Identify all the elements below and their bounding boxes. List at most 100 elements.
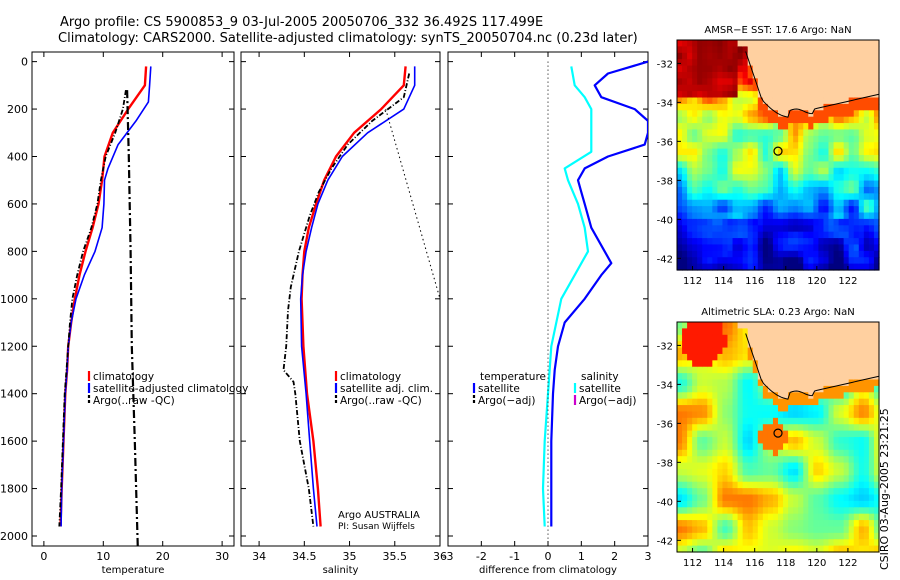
map-cell: [707, 263, 713, 271]
map-cell: [813, 65, 819, 73]
map-cell: [778, 244, 784, 252]
map-cell: [742, 539, 749, 547]
map-cell: [803, 494, 809, 502]
map-cell: [697, 199, 703, 207]
map-cell: [848, 193, 855, 201]
map-cell: [727, 244, 734, 252]
map-cell: [778, 97, 784, 105]
map-cell: [762, 539, 769, 547]
map-cell: [742, 488, 749, 496]
map-cell: [737, 231, 744, 239]
map-cell: [848, 148, 855, 156]
x-tick-label: 0: [40, 550, 47, 563]
map-cell: [712, 97, 718, 105]
map-cell: [853, 373, 860, 381]
map-cell: [727, 238, 734, 246]
map-cell: [712, 218, 718, 226]
map-cell: [793, 91, 799, 99]
map-cell: [828, 494, 835, 502]
map-cell: [823, 65, 830, 73]
map-cell: [772, 186, 779, 194]
map-cell: [747, 40, 754, 47]
map-cell: [828, 148, 835, 156]
map-cell: [808, 71, 814, 79]
map-cell: [838, 257, 845, 265]
map-cell: [783, 167, 789, 175]
map-cell: [682, 417, 688, 425]
map-cell: [848, 199, 855, 207]
map-cell: [762, 417, 769, 425]
x-tick-label: 10: [96, 550, 110, 563]
map-cell: [722, 411, 729, 419]
map-cell: [823, 443, 830, 451]
map-cell: [707, 468, 713, 476]
map-cell: [732, 110, 739, 118]
map-cell: [727, 475, 734, 483]
map-cell: [772, 488, 779, 496]
map-cell: [843, 199, 850, 207]
map-cell: [793, 40, 799, 47]
map-cell: [682, 449, 688, 457]
map-cell: [828, 193, 835, 201]
map-cell: [808, 488, 814, 496]
map-cell: [747, 161, 754, 169]
map-cell: [833, 353, 840, 361]
map-cell: [737, 186, 744, 194]
map-cell: [823, 532, 830, 540]
map-cell: [858, 328, 865, 336]
map-cell: [873, 366, 880, 374]
map-cell: [762, 193, 769, 201]
map-cell: [793, 385, 799, 393]
map-cell: [727, 424, 734, 432]
map-cell: [732, 71, 739, 79]
map-cell: [767, 174, 774, 182]
map-cell: [778, 263, 784, 271]
map-cell: [808, 225, 814, 233]
map-cell: [848, 539, 855, 547]
map-cell: [717, 174, 724, 182]
map-x-tick-label: 118: [776, 558, 795, 569]
map-cell: [868, 366, 875, 374]
map-cell: [783, 456, 789, 464]
map-cell: [803, 513, 809, 521]
map-cell: [868, 430, 875, 438]
map-cell: [762, 494, 769, 502]
map-cell: [722, 360, 729, 368]
map-cell: [762, 84, 769, 92]
map-cell: [778, 135, 784, 143]
map-cell: [858, 334, 865, 342]
y-tick-label: 2000: [0, 530, 28, 543]
map-cell: [712, 148, 718, 156]
map-cell: [833, 341, 840, 349]
map-cell: [692, 52, 698, 60]
map-cell: [722, 40, 729, 47]
map-cell: [863, 263, 870, 271]
map-cell: [702, 360, 708, 368]
map-cell: [677, 430, 683, 438]
map-cell: [863, 341, 870, 349]
map-cell: [838, 231, 845, 239]
map-cell: [747, 334, 754, 342]
map-cell: [767, 545, 774, 553]
map-cell: [687, 225, 693, 233]
map-cell: [742, 148, 749, 156]
map-cell: [737, 250, 744, 258]
map-cell: [788, 462, 794, 470]
map-cell: [757, 437, 764, 444]
map-cell: [737, 257, 744, 265]
map-cell: [783, 353, 789, 361]
map-cell: [762, 322, 769, 329]
map-cell: [783, 212, 789, 220]
map-cell: [767, 385, 774, 393]
map-cell: [848, 488, 855, 496]
map-cell: [833, 334, 840, 342]
map-cell: [783, 238, 789, 246]
map-cell: [793, 238, 799, 246]
map-cell: [772, 52, 779, 60]
map-cell: [772, 437, 779, 444]
map-cell: [808, 379, 814, 387]
map-cell: [813, 142, 819, 150]
map-cell: [712, 379, 718, 387]
map-cell: [858, 456, 865, 464]
map-cell: [767, 430, 774, 438]
